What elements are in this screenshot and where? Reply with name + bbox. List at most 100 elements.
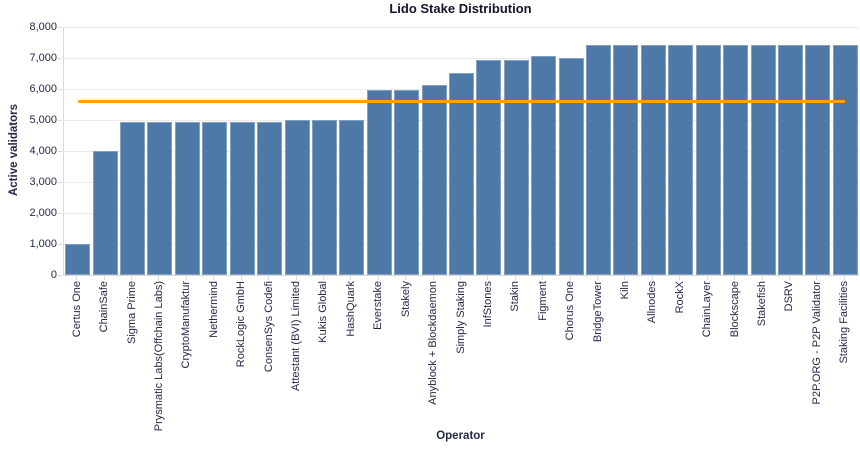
x-tick-label: P2P.ORG - P2P Validator [810, 281, 823, 405]
x-tick-label: DSRV [783, 281, 796, 312]
x-tick-mark [432, 276, 434, 280]
x-tick-label: Sigma Prime [125, 281, 138, 344]
y-tick-mark [58, 26, 62, 28]
x-tick-label: InfStones [481, 281, 494, 328]
x-tick-mark [679, 276, 681, 280]
y-tick-mark [58, 88, 62, 90]
plot-area [63, 26, 859, 276]
x-tick-mark [624, 276, 626, 280]
x-tick-label: Staking Facilities [838, 281, 851, 364]
x-tick-mark [734, 276, 736, 280]
x-tick-mark [158, 276, 160, 280]
bar [174, 121, 200, 275]
bar [449, 73, 474, 275]
x-tick-label: Prysmatic Labs(Offchain Labs) [152, 281, 165, 432]
x-tick-mark [103, 276, 105, 280]
x-tick-label: Stakefish [756, 281, 769, 327]
x-tick-mark [76, 276, 78, 280]
y-tick-label: 6,000 [29, 83, 57, 95]
x-tick-label: Stakin [509, 281, 522, 312]
x-tick-mark [131, 276, 133, 280]
reference-line [77, 99, 846, 103]
x-tick-mark [377, 276, 379, 280]
y-tick-label: 3,000 [29, 176, 57, 188]
x-tick-mark [295, 276, 297, 280]
x-tick-label: Everstake [372, 281, 385, 330]
bar [613, 44, 639, 275]
gridline [64, 57, 859, 59]
bar [421, 84, 447, 275]
y-tick-mark [58, 57, 62, 59]
x-tick-label: Allnodes [646, 281, 659, 324]
x-tick-label: ConsenSys Codefi [262, 281, 275, 373]
x-tick-label: Kukis Global [317, 281, 330, 343]
x-tick-mark [460, 276, 461, 280]
x-tick-mark [185, 276, 187, 280]
bar [695, 44, 721, 275]
x-tick-label: ChainLayer [701, 281, 714, 338]
x-tick-mark [788, 276, 790, 280]
bar [92, 151, 118, 275]
bar [586, 44, 612, 275]
bar [394, 89, 420, 275]
bar [311, 120, 337, 275]
x-tick-label: Nethermind [207, 281, 220, 338]
bar [805, 44, 831, 275]
x-tick-label: ChainSafe [98, 281, 111, 333]
bar [120, 121, 146, 275]
x-tick-label: RockLogic GmbH [235, 281, 248, 368]
x-tick-label: Simply Staking [454, 281, 467, 354]
x-tick-label: HashQuark [344, 281, 357, 337]
y-tick-mark [58, 274, 62, 276]
bar [284, 120, 310, 275]
bar [339, 120, 365, 275]
y-tick-label: 4,000 [29, 145, 57, 157]
bar [229, 121, 255, 275]
x-tick-mark [514, 276, 516, 280]
bar [65, 244, 91, 275]
x-tick-mark [651, 276, 653, 280]
y-tick-label: 2,000 [29, 207, 57, 219]
bar [723, 44, 749, 275]
x-tick-label: Stakely [399, 281, 412, 318]
chart-title: Lido Stake Distribution [389, 1, 532, 16]
bar [558, 58, 584, 275]
x-tick-mark [240, 276, 242, 280]
x-tick-mark [213, 276, 215, 280]
x-tick-mark [569, 276, 571, 280]
x-tick-mark [322, 276, 324, 280]
y-tick-mark [58, 181, 62, 183]
x-tick-label: Kiln [618, 281, 631, 300]
x-tick-label: Attestant (BVI) Limited [290, 281, 303, 392]
y-tick-label: 0 [50, 269, 57, 281]
bar [476, 59, 502, 275]
y-tick-label: 5,000 [29, 114, 57, 126]
bar [202, 121, 228, 275]
x-tick-label: Figment [536, 281, 549, 321]
y-tick-mark [58, 150, 62, 152]
x-tick-mark [816, 276, 818, 280]
gridline [64, 26, 859, 28]
bar [531, 56, 557, 275]
x-tick-label: Anyblock + Blockdaemon [427, 281, 440, 405]
x-tick-mark [597, 276, 599, 280]
x-tick-mark [405, 276, 407, 280]
bar [366, 89, 392, 275]
y-tick-mark [58, 119, 62, 121]
bar [832, 44, 858, 275]
x-tick-label: CryptoManufaktur [180, 281, 193, 369]
y-tick-mark [58, 243, 62, 245]
bar [668, 44, 694, 275]
x-tick-mark [487, 276, 489, 280]
x-tick-label: Blockscape [728, 281, 741, 338]
x-tick-label: BridgeTower [591, 281, 604, 343]
x-tick-mark [843, 276, 845, 280]
x-tick-mark [542, 276, 544, 280]
y-tick-label: 1,000 [29, 238, 57, 250]
x-tick-label: RockX [673, 281, 686, 314]
y-tick-label: 7,000 [29, 52, 57, 64]
bar [503, 59, 529, 275]
bar [257, 121, 283, 275]
bar [777, 44, 803, 275]
bar [640, 44, 666, 275]
